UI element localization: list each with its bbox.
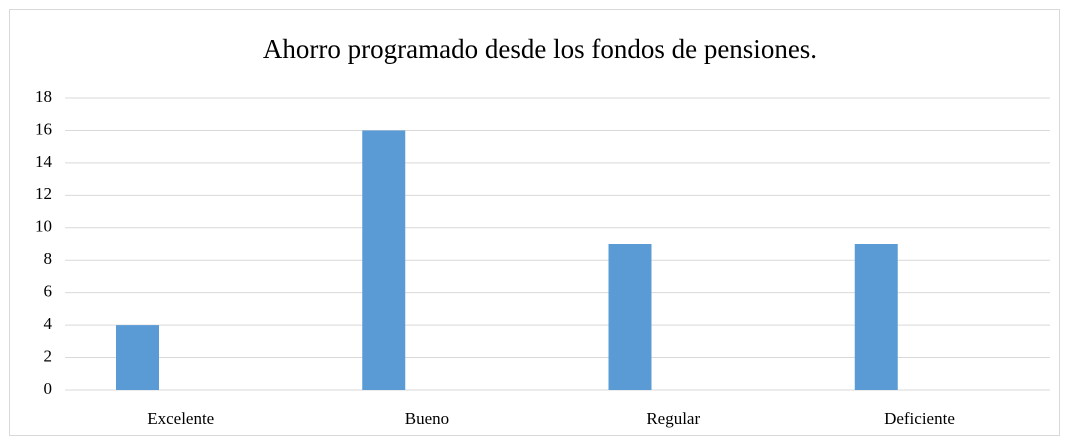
y-tick-label: 18 (35, 87, 52, 106)
x-tick-label: Bueno (405, 409, 449, 428)
x-tick-label: Excelente (147, 409, 214, 428)
y-tick-label: 12 (35, 184, 52, 203)
bar (362, 130, 406, 390)
y-tick-label: 6 (44, 282, 53, 301)
chart-border (9, 9, 1060, 436)
y-tick-label: 8 (44, 249, 53, 268)
y-tick-label: 4 (44, 314, 53, 333)
x-tick-label: Regular (646, 409, 700, 428)
y-tick-label: 14 (35, 152, 53, 171)
y-tick-label: 2 (44, 346, 53, 365)
y-tick-label: 0 (44, 379, 53, 398)
y-tick-label: 16 (35, 119, 52, 138)
x-tick-label: Deficiente (884, 409, 955, 428)
bar (854, 244, 898, 390)
y-tick-label: 10 (35, 217, 52, 236)
chart-title: Ahorro programado desde los fondos de pe… (263, 34, 817, 64)
bar (116, 325, 159, 390)
bar (608, 244, 652, 390)
